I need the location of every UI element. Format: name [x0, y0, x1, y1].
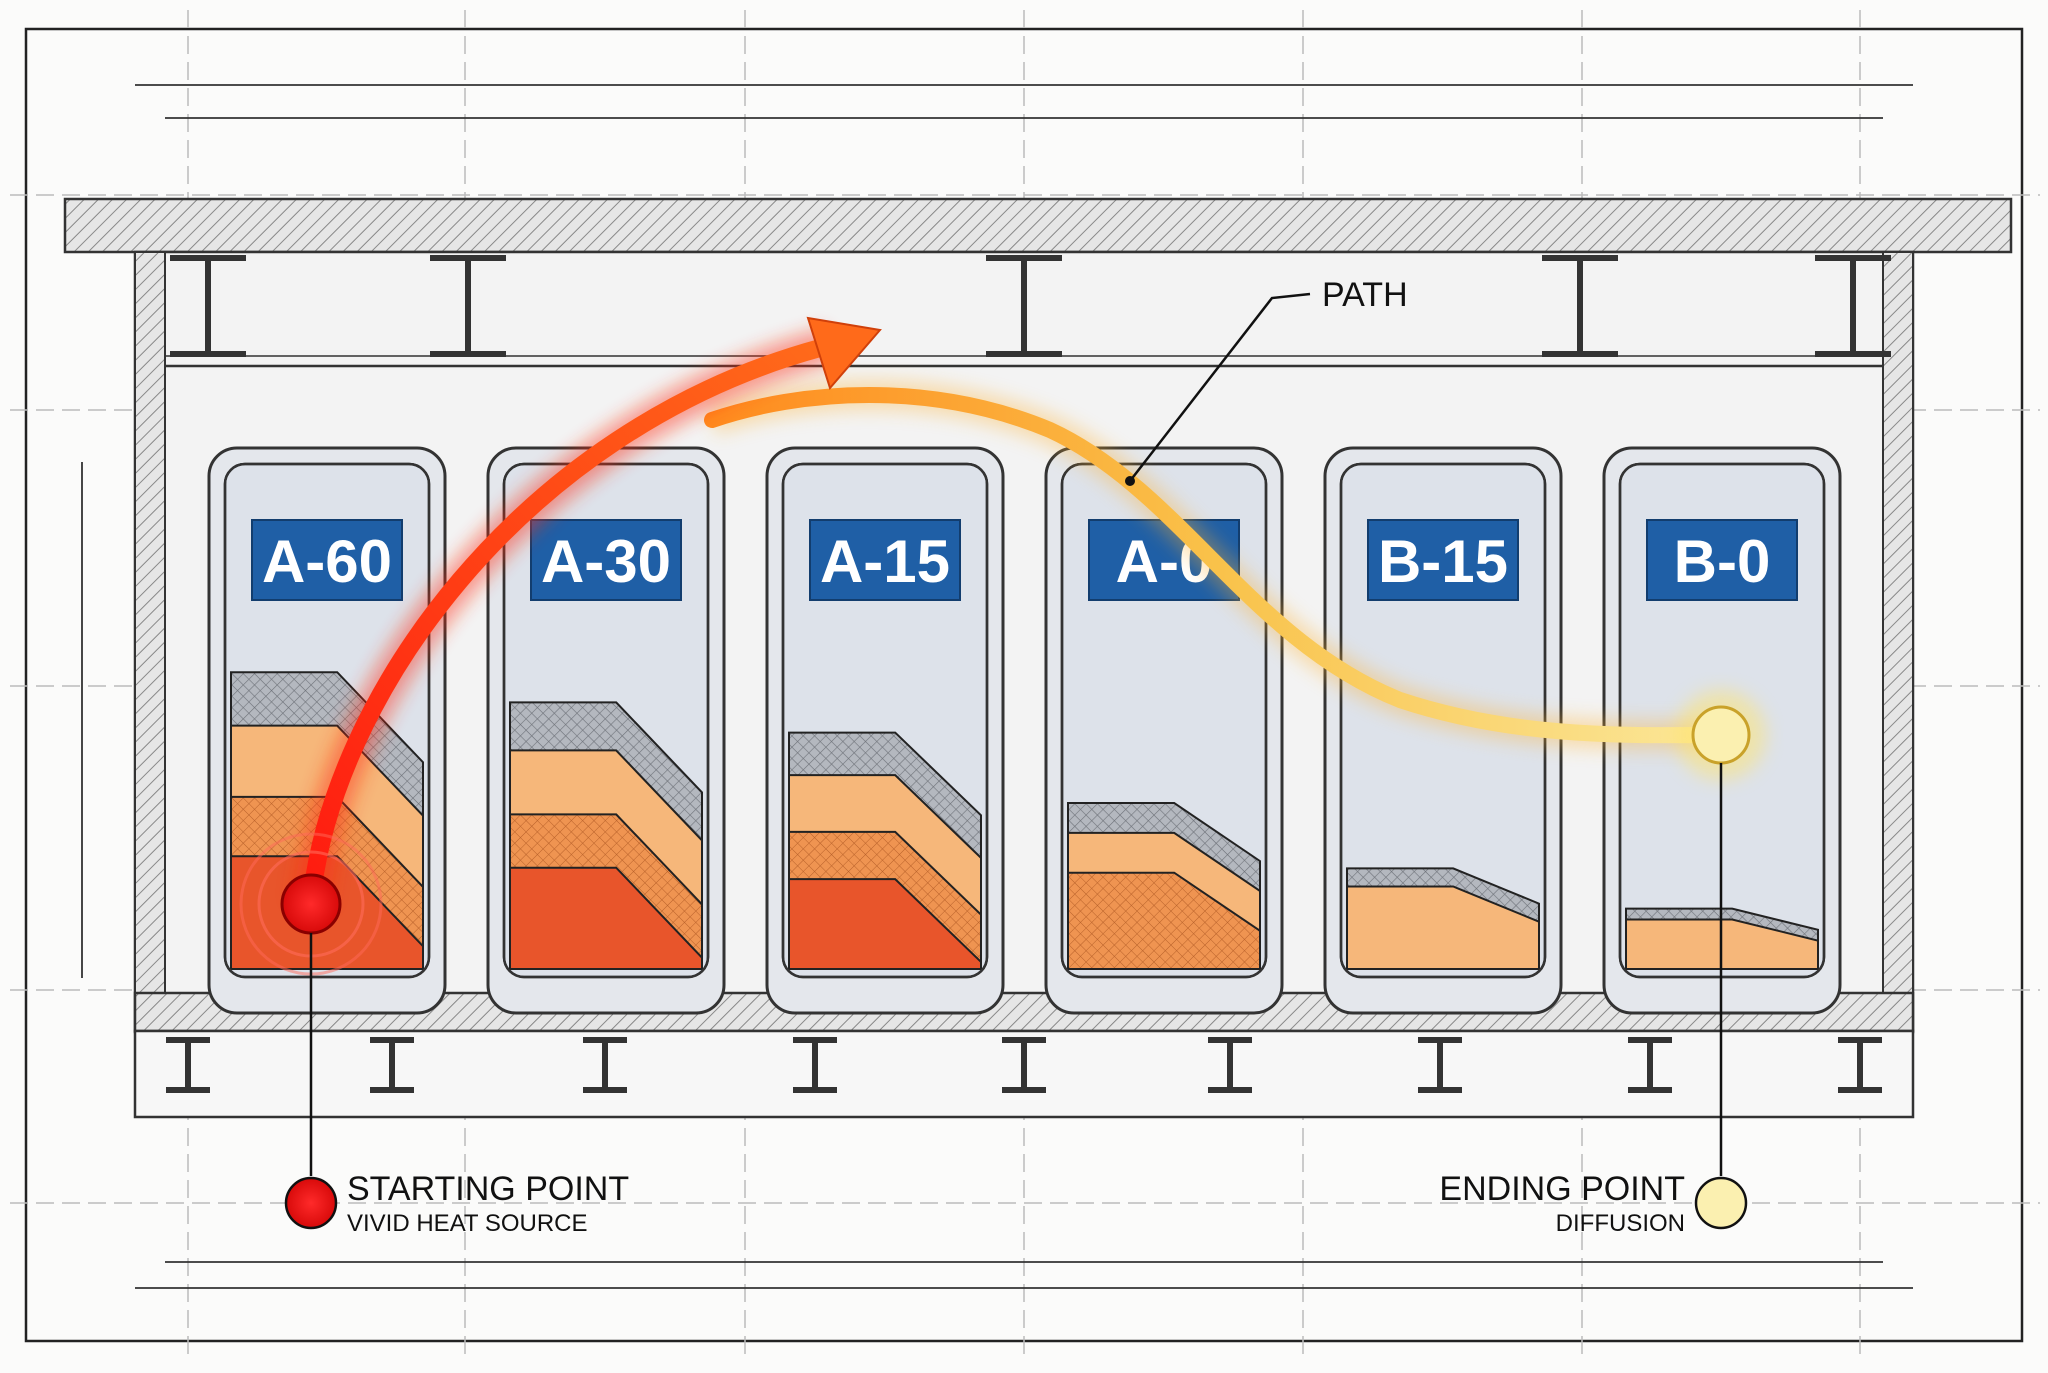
left-wall: [134, 251, 166, 1003]
i-beam: [1002, 1037, 1046, 1093]
i-beam: [430, 255, 506, 357]
cabinet-label-box: [530, 519, 682, 601]
legend-end-subtitle: DIFFUSION: [1556, 1210, 1685, 1237]
legend-end-title: ENDING POINT: [1439, 1170, 1685, 1208]
i-beam: [986, 255, 1062, 357]
heat-path-vivid: [302, 339, 829, 913]
legend-start-title: STARTING POINT: [347, 1170, 629, 1208]
cabinet-label: A-15: [820, 528, 950, 595]
path-arrowhead-icon: [806, 316, 882, 391]
i-beam: [583, 1037, 627, 1093]
heat-layer-hot: [788, 878, 982, 970]
floor-i-beams: [166, 1037, 1882, 1093]
ceiling-slab: [63, 197, 2013, 254]
cabinet-label-box: [1367, 519, 1519, 601]
i-beam: [1208, 1037, 1252, 1093]
start-dot-icon: [284, 1176, 338, 1230]
path-leader-line: [1129, 292, 1311, 482]
end-dot-icon: [1694, 1176, 1748, 1230]
cabinet-label: B-15: [1378, 528, 1508, 595]
cabinet-label-box: [251, 519, 403, 601]
cabinet-label: A-60: [262, 528, 392, 595]
end-point-marker: [1676, 690, 1766, 1176]
heat-layer-hot: [509, 866, 703, 970]
i-beam: [166, 1037, 210, 1093]
cabinet-a-30: A-30: [486, 446, 726, 1015]
i-beam: [1542, 255, 1618, 357]
right-wall: [1882, 251, 1914, 1003]
cabinet-label-box: [809, 519, 961, 601]
i-beam: [1838, 1037, 1882, 1093]
cabinet-a-15: A-15: [765, 446, 1005, 1015]
legend-end: ENDING POINT DIFFUSION: [1439, 1170, 1748, 1237]
legend-start-subtitle: VIVID HEAT SOURCE: [347, 1210, 588, 1237]
legend-start: STARTING POINT VIVID HEAT SOURCE: [284, 1170, 629, 1237]
cabinets: A-60 A-30 A-15 A-0 B-15 B-0: [207, 446, 1842, 1015]
heat-path-diffusion: [704, 387, 1729, 744]
i-beam: [170, 255, 246, 357]
i-beam: [1815, 255, 1891, 357]
ceiling-i-beams: [170, 255, 1891, 357]
dimension-lines: [81, 84, 1913, 1289]
cabinet-label-box: [1646, 519, 1798, 601]
i-beam: [1418, 1037, 1462, 1093]
i-beam: [1628, 1037, 1672, 1093]
i-beam: [370, 1037, 414, 1093]
cabinet-label: A-30: [541, 528, 671, 595]
path-label: PATH: [1322, 276, 1408, 314]
heat-layer-hatched: [1067, 871, 1261, 970]
start-point-marker: [239, 832, 383, 1176]
cabinet-label: B-0: [1674, 528, 1771, 595]
heat-layer-light: [1346, 885, 1540, 970]
i-beam: [793, 1037, 837, 1093]
